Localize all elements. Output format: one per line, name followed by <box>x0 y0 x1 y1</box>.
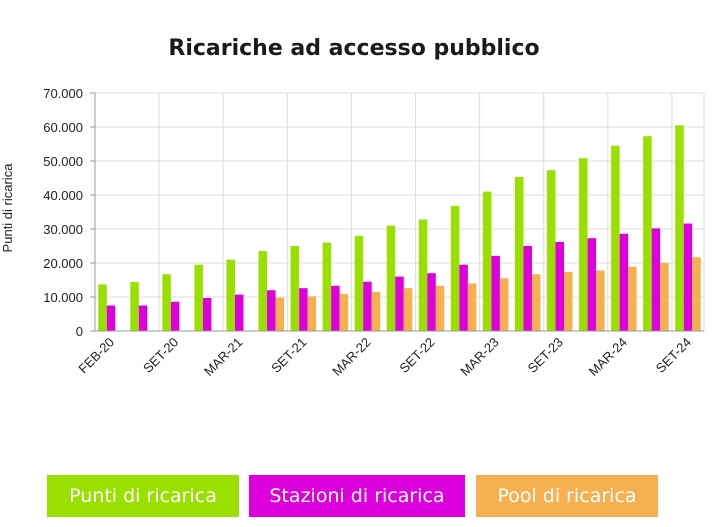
bar-stazioni[interactable] <box>331 285 340 331</box>
bar-stazioni[interactable] <box>106 305 116 332</box>
bar-punti[interactable] <box>514 176 524 331</box>
bar-punti[interactable] <box>418 219 428 331</box>
bar-stazioni[interactable] <box>234 294 244 331</box>
bar-stazioni[interactable] <box>555 241 565 331</box>
y-tick-label: 10.000 <box>43 290 83 305</box>
bar-pool[interactable] <box>467 283 477 331</box>
bar-stazioni[interactable] <box>170 301 180 331</box>
x-tick-label: MAR-23 <box>457 335 501 379</box>
bar-layer <box>98 125 701 332</box>
legend-item-pool-di-ricarica[interactable]: Pool di ricarica <box>476 475 658 517</box>
bar-stazioni[interactable] <box>299 288 308 331</box>
legend-item-stazioni-di-ricarica[interactable]: Stazioni di ricarica <box>249 475 465 517</box>
bar-pool[interactable] <box>660 263 669 331</box>
bar-pool[interactable] <box>531 274 541 331</box>
x-tick-label: SET-21 <box>268 335 309 376</box>
bar-pool[interactable] <box>307 296 317 331</box>
axis-layer: 0 10.000 20.000 30.000 40.000 50.000 60.000 70.… <box>0 86 704 379</box>
bar-punti[interactable] <box>194 264 203 331</box>
bar-punti[interactable] <box>290 246 300 331</box>
bar-pool[interactable] <box>403 288 413 331</box>
bar-punti[interactable] <box>130 282 139 331</box>
bar-pool[interactable] <box>628 266 637 331</box>
bar-punti[interactable] <box>226 259 235 331</box>
bar-punti[interactable] <box>547 170 556 331</box>
bar-punti[interactable] <box>675 125 684 331</box>
bar-stazioni[interactable] <box>491 255 500 331</box>
bar-pool[interactable] <box>371 291 381 331</box>
bar-pool[interactable] <box>435 285 445 331</box>
y-tick-label: 0 <box>76 324 83 339</box>
bar-stazioni[interactable] <box>523 246 532 331</box>
bar-stazioni[interactable] <box>427 273 436 331</box>
x-tick-label: SET-20 <box>140 335 181 376</box>
bar-punti[interactable] <box>322 242 332 331</box>
bar-stazioni[interactable] <box>459 264 468 331</box>
bar-punti[interactable] <box>162 274 171 331</box>
y-tick-label: 40.000 <box>43 188 83 203</box>
bar-pool[interactable] <box>596 270 605 331</box>
bar-punti[interactable] <box>482 191 492 331</box>
bar-pool[interactable] <box>564 271 573 331</box>
legend-item-punti-di-ricarica[interactable]: Punti di ricarica <box>47 475 239 517</box>
x-tick-label: FEB-20 <box>75 335 117 377</box>
bar-stazioni[interactable] <box>267 290 276 331</box>
bar-pool[interactable] <box>275 297 285 331</box>
x-tick-label: SET-22 <box>396 335 437 376</box>
bar-chart: 0 10.000 20.000 30.000 40.000 50.000 60.000 70.… <box>0 86 705 379</box>
y-tick-label: 70.000 <box>43 86 83 101</box>
x-tick-label: SET-23 <box>525 335 566 376</box>
y-tick-label: 60.000 <box>43 120 83 135</box>
bar-pool[interactable] <box>339 293 349 331</box>
y-tick-label: 50.000 <box>43 154 83 169</box>
bar-punti[interactable] <box>579 158 588 331</box>
bar-stazioni[interactable] <box>395 276 404 331</box>
bar-stazioni[interactable] <box>619 233 629 331</box>
bar-stazioni[interactable] <box>363 281 372 331</box>
bar-punti[interactable] <box>386 225 396 331</box>
bar-punti[interactable] <box>450 205 460 331</box>
bar-punti[interactable] <box>98 284 107 331</box>
bar-stazioni[interactable] <box>587 238 597 331</box>
y-tick-label: 20.000 <box>43 256 83 271</box>
bar-stazioni[interactable] <box>651 228 661 331</box>
x-tick-label: MAR-21 <box>201 335 245 379</box>
y-axis-label: Punti di ricarica <box>0 163 15 253</box>
bar-stazioni[interactable] <box>683 223 693 331</box>
y-tick-label: 30.000 <box>43 222 83 237</box>
bar-pool[interactable] <box>692 257 701 331</box>
bar-pool[interactable] <box>499 278 509 331</box>
bar-punti[interactable] <box>258 251 268 331</box>
bar-punti[interactable] <box>354 235 364 331</box>
bar-stazioni[interactable] <box>202 298 212 331</box>
bar-punti[interactable] <box>643 136 652 331</box>
x-tick-label: MAR-24 <box>586 335 630 379</box>
x-tick-label: MAR-22 <box>329 335 373 379</box>
chart-title: Ricariche ad accesso pubblico <box>168 36 540 61</box>
bar-punti[interactable] <box>611 145 620 331</box>
bar-stazioni[interactable] <box>138 305 148 332</box>
x-tick-label: SET-24 <box>653 335 694 376</box>
